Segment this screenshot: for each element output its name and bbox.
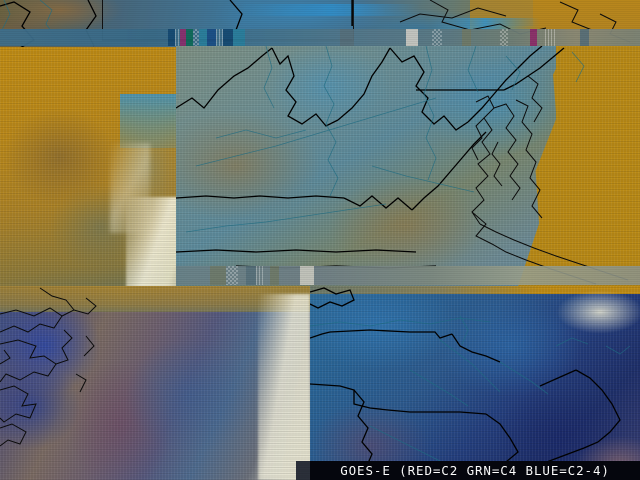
bottom-left-cloud-edge [258,294,310,480]
bottom-right-top-band [310,286,640,294]
glitch-tile [193,29,199,46]
glitch-tile [226,266,238,285]
glitch-tile [545,29,555,46]
glitch-tile [175,29,180,46]
glitch-tile [530,29,537,46]
glitch-tile [580,29,589,46]
glitch-tile [246,266,256,285]
bottom-right-cloud [540,286,640,346]
left-panel-cloud-band [126,197,177,287]
glitch-tile [216,29,223,46]
glitch-tile [180,29,186,46]
caption-bar-left-edge [296,461,312,480]
glitch-tile [210,266,226,285]
main-map-panel [176,46,640,286]
glitch-tile [256,266,264,285]
glitch-tile [223,29,233,46]
caption-text: GOES-E (RED=C2 GRN=C4 BLUE=C2-4) [340,463,610,478]
mid-corruption-band [176,266,640,285]
upper-corruption-band [0,29,640,46]
glitch-tile [500,29,508,46]
glitch-tile [168,29,175,46]
left-gold-panel [0,47,177,287]
bottom-right-panel [310,286,640,480]
bottom-left-panel [0,286,310,480]
left-panel-cloud-blue [120,94,177,148]
glitch-tile [340,29,354,46]
top-inset-frame-secondary [352,0,533,26]
glitch-tile [233,29,245,46]
glitch-tile [207,29,216,46]
glitch-tile [270,266,279,285]
glitch-tile [186,29,193,46]
glitch-tile [406,29,418,46]
glitch-tile [432,29,442,46]
glitch-tile [462,29,471,46]
atlantic-ocean-region-solid [556,46,640,286]
glitch-tile [300,266,314,285]
glitch-tile [199,29,207,46]
caption-bar: GOES-E (RED=C2 GRN=C4 BLUE=C2-4) [310,461,640,480]
top-blue-streak [240,4,420,16]
